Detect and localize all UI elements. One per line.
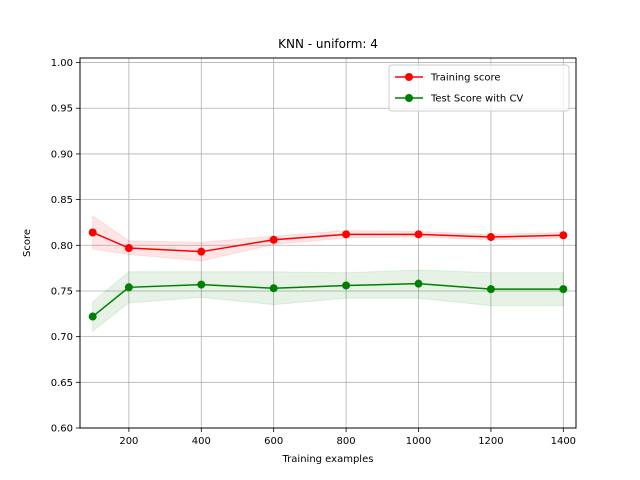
y-tick-label: 0.65 — [51, 378, 73, 389]
plot-frame — [79, 57, 577, 429]
series-1-point — [559, 231, 568, 240]
x-tick-label: 1000 — [406, 436, 431, 447]
series-markers — [88, 228, 568, 321]
series-1-point — [414, 230, 423, 239]
series-1-line — [92, 231, 564, 253]
series-2-point — [88, 312, 97, 321]
series-2-point — [197, 280, 206, 289]
chart-title: KNN - uniform: 4 — [278, 37, 378, 51]
y-tick-label: 0.70 — [51, 332, 73, 343]
series-1-point — [342, 230, 351, 239]
y-tick-label: 0.90 — [51, 149, 73, 160]
series-2-point — [124, 283, 133, 292]
series-1-point — [269, 235, 278, 244]
series-1-point — [88, 228, 97, 237]
y-tick-label: 1.00 — [51, 58, 73, 69]
x-tick-label: 400 — [192, 436, 211, 447]
x-tick-label: 800 — [337, 436, 356, 447]
x-tick-label: 600 — [264, 436, 283, 447]
series-2-line — [92, 282, 564, 318]
series-2-point — [414, 279, 423, 288]
x-axis-label: Training examples — [282, 454, 374, 465]
series-1-point — [486, 233, 495, 242]
y-axis-label: Score — [22, 229, 33, 257]
series-2-point — [486, 285, 495, 294]
x-tick-label: 200 — [119, 436, 138, 447]
y-tick-label: 0.75 — [51, 286, 73, 297]
y-tick-label: 0.60 — [51, 424, 73, 435]
y-tick-label: 0.95 — [51, 104, 73, 115]
legend: Training score Test Score with CV — [388, 64, 570, 112]
series-2-point — [559, 285, 568, 294]
x-tick-label: 1200 — [478, 436, 503, 447]
x-tick-label: 1400 — [551, 436, 576, 447]
legend-marker-swatch — [405, 94, 413, 102]
legend-box — [388, 64, 570, 112]
series-2-point — [269, 284, 278, 293]
legend-label: Test Score with CV — [430, 94, 523, 105]
series-1-point — [197, 247, 206, 256]
legend-marker-swatch — [405, 73, 413, 81]
series-lines — [92, 231, 564, 318]
y-tick-label: 0.80 — [51, 241, 73, 252]
y-tick-label: 0.85 — [51, 195, 73, 206]
series-2-point — [342, 281, 351, 290]
series-1-point — [124, 244, 133, 253]
axis-ticks: 200 400 600 800 1000 1200 1400 0.60 0.65 0.70 0.75… — [51, 58, 576, 447]
legend-label: Training score — [430, 73, 501, 84]
